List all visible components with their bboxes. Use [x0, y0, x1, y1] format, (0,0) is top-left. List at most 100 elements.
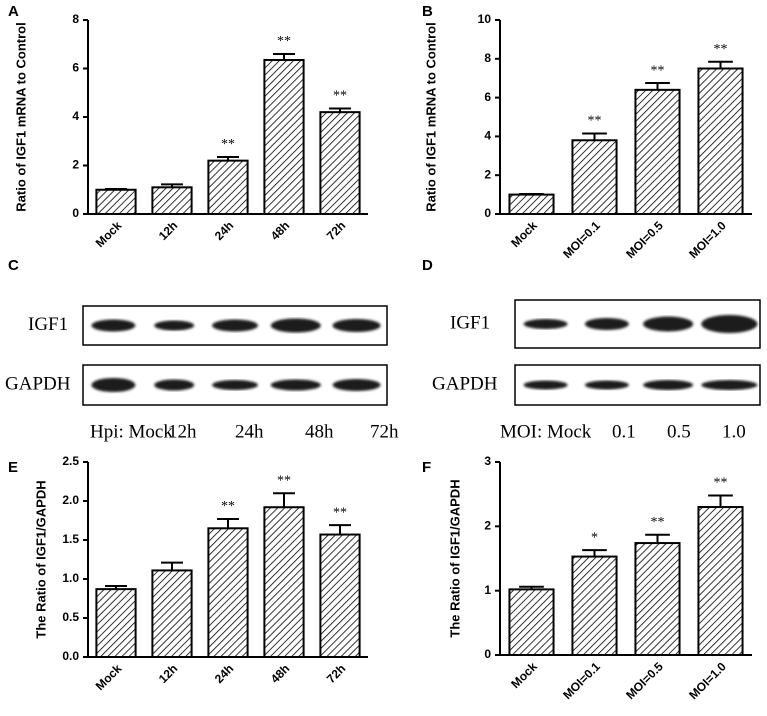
bar — [207, 159, 249, 215]
significance-label: ** — [651, 515, 665, 530]
y-tick-label: 8 — [72, 12, 79, 26]
x-tick-label: MOI=0.5 — [623, 218, 666, 261]
y-tick-label: 10 — [478, 12, 492, 26]
bar — [571, 139, 618, 215]
blot-band — [643, 316, 694, 332]
bar — [634, 542, 681, 656]
bar — [151, 569, 193, 658]
lane-label: Hpi: Mock — [90, 421, 173, 442]
x-tick-label: 48h — [268, 218, 293, 243]
significance-label: ** — [714, 476, 728, 491]
lane-label: 0.1 — [612, 421, 636, 442]
x-tick-label: MOI=1.0 — [686, 659, 729, 702]
x-tick-label: 72h — [324, 661, 349, 686]
x-tick-label: Mock — [508, 659, 540, 691]
panel-label: E — [8, 459, 18, 476]
y-tick-label: 4 — [484, 129, 491, 143]
x-tick-label: 24h — [212, 661, 237, 686]
blot-row-label: GAPDH — [432, 373, 498, 394]
x-tick-label: MOI=0.1 — [560, 218, 603, 261]
y-tick-label: 2 — [484, 519, 491, 533]
blot-band — [154, 320, 195, 331]
bar — [697, 506, 744, 656]
lane-label: 24h — [235, 421, 264, 442]
y-tick-label: 2.5 — [62, 454, 79, 468]
panel-label: C — [8, 257, 19, 274]
significance-label: ** — [221, 137, 235, 152]
y-tick-label: 0.0 — [62, 649, 79, 663]
y-tick-label: 4 — [72, 109, 79, 123]
bar — [634, 88, 681, 215]
blot-band — [701, 380, 758, 390]
blot-band — [212, 380, 258, 390]
x-tick-label: Mock — [93, 218, 125, 250]
significance-label: ** — [277, 473, 291, 488]
y-tick-label: 0 — [484, 647, 491, 661]
y-tick-label: 2.0 — [62, 493, 79, 507]
x-tick-label: 12h — [156, 661, 181, 686]
y-tick-label: 1.5 — [62, 532, 79, 546]
blot-band — [643, 380, 694, 390]
y-tick-label: 0.5 — [62, 610, 79, 624]
blot-band — [154, 379, 195, 391]
bar — [151, 186, 193, 215]
lane-label: 48h — [305, 421, 334, 442]
significance-label: ** — [333, 89, 347, 104]
significance-label: ** — [333, 505, 347, 520]
bar — [508, 193, 555, 216]
panel-label: D — [422, 257, 433, 274]
y-axis-label: Ratio of IGF1 mRNA to Control — [423, 22, 438, 211]
blot-row-label: GAPDH — [5, 373, 71, 394]
y-tick-label: 3 — [484, 454, 491, 468]
blot-band — [584, 380, 629, 390]
blot-band — [270, 379, 321, 391]
blot-band — [523, 380, 568, 390]
x-tick-label: Mock — [93, 661, 125, 693]
x-tick-label: MOI=0.1 — [560, 659, 603, 702]
y-tick-label: 8 — [484, 51, 491, 65]
y-axis-label: The Ratio of IGF1/GAPDH — [447, 479, 462, 637]
panel-label: B — [422, 3, 433, 20]
blot-band — [91, 319, 136, 332]
panel-label: A — [8, 3, 19, 20]
blot-band — [212, 319, 258, 332]
x-tick-label: MOI=0.5 — [623, 659, 666, 702]
x-tick-label: MOI=1.0 — [686, 218, 729, 261]
lane-label: 12h — [168, 421, 197, 442]
y-tick-label: 6 — [484, 90, 491, 104]
x-tick-label: 12h — [156, 218, 181, 243]
blot-band — [523, 319, 568, 329]
lane-label: 1.0 — [722, 421, 746, 442]
x-tick-label: Mock — [508, 218, 540, 250]
bar — [508, 588, 555, 657]
blot-band — [332, 319, 381, 332]
lane-label: MOI: Mock — [500, 421, 592, 442]
bar — [95, 188, 137, 215]
lane-label: 0.5 — [667, 421, 691, 442]
significance-label: ** — [221, 499, 235, 514]
bar — [697, 67, 744, 215]
significance-label: ** — [588, 114, 602, 129]
bar — [571, 555, 618, 657]
y-tick-label: 2 — [72, 158, 79, 172]
lane-label: 72h — [370, 421, 399, 442]
blot-band — [584, 318, 629, 330]
x-tick-label: 48h — [268, 661, 293, 686]
bar — [319, 111, 361, 215]
significance-label: ** — [277, 34, 291, 49]
blot-band — [270, 318, 321, 333]
blot-band — [332, 379, 381, 391]
blot-band — [701, 315, 758, 333]
y-tick-label: 1.0 — [62, 571, 79, 585]
x-tick-label: 72h — [324, 218, 349, 243]
panel-label: F — [422, 459, 431, 476]
x-tick-label: 24h — [212, 218, 237, 243]
bar — [95, 588, 137, 659]
y-axis-label: Ratio of IGF1 mRNA to Control — [13, 22, 28, 211]
significance-label: ** — [714, 42, 728, 57]
y-tick-label: 0 — [484, 206, 491, 220]
bar — [319, 533, 361, 658]
y-tick-label: 1 — [484, 583, 491, 597]
blot-row-label: IGF1 — [28, 314, 68, 335]
